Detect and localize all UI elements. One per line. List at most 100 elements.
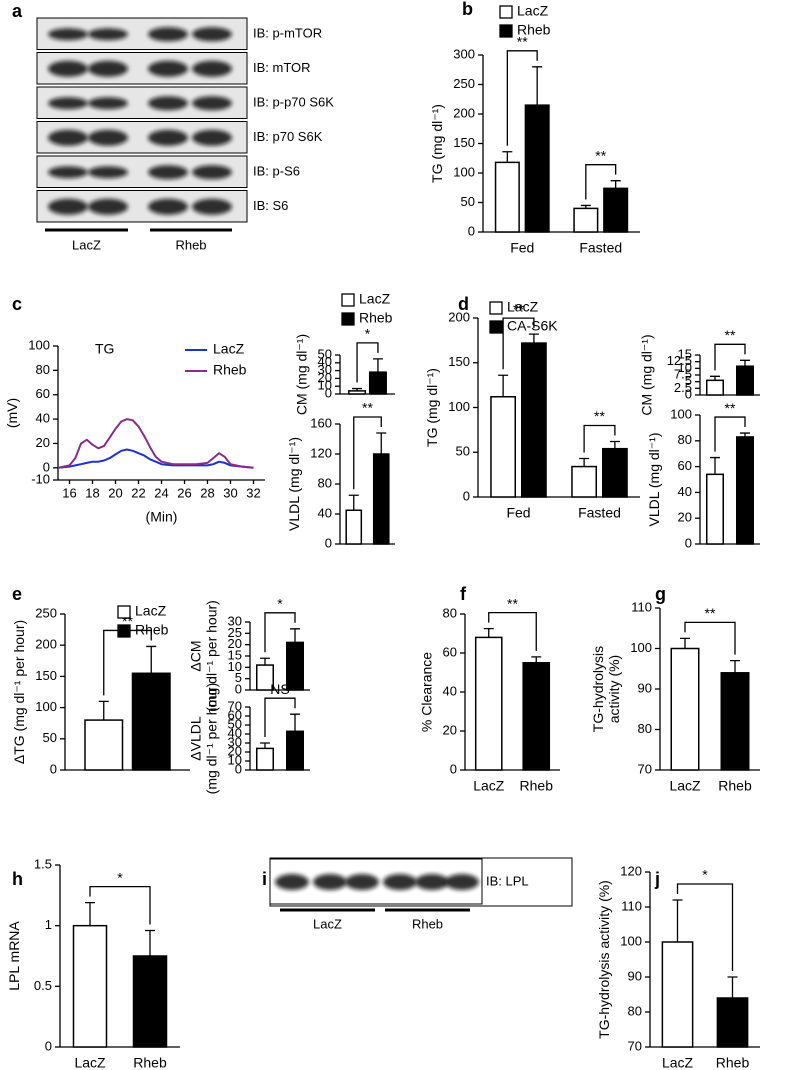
blot-frame [269, 857, 573, 907]
blot-band [48, 129, 88, 146]
bar [494, 161, 520, 233]
y-axis-label: % Clearance [419, 652, 435, 732]
y-tick-label: 200 [35, 637, 57, 652]
y-tick-label: 40 [318, 505, 332, 520]
significance-bracket [488, 611, 537, 651]
error-bar [146, 645, 157, 674]
error-bar [609, 440, 620, 449]
significance-bracket [353, 416, 382, 490]
y-axis-label: TG-hydrolysis [590, 646, 606, 732]
bar [706, 473, 724, 545]
y-tick-label: 120 [310, 445, 332, 460]
blot-label: IB: mTOR [253, 60, 311, 75]
significance-label: ** [725, 400, 736, 416]
error-bar [710, 456, 720, 475]
legend-swatch [499, 24, 513, 38]
y-axis-label: LPL mRNA [6, 921, 22, 991]
x-tick-label: 30 [223, 485, 237, 500]
blot-band [192, 165, 232, 180]
legend-swatch [499, 5, 513, 19]
y-tick-label: 70 [628, 1038, 642, 1053]
y-tick-label: 30 [228, 613, 242, 628]
error-bar [98, 700, 109, 721]
group-label: Rheb [175, 237, 206, 252]
y-tick-label: 20 [228, 636, 242, 651]
legend-label: LacZ [135, 603, 167, 619]
y-tick-label: 80 [638, 721, 652, 736]
blot-band [192, 27, 232, 42]
panel-letter: g [655, 584, 666, 604]
bar [348, 390, 367, 395]
line-series [57, 418, 254, 469]
y-tick-label: 100 [448, 399, 470, 414]
y-axis-label: VLDL (mg dl⁻¹) [286, 437, 302, 531]
y-tick-label: 0 [45, 1038, 52, 1053]
y-tick-label: 0 [50, 761, 57, 776]
y-tick-label: 60 [228, 707, 242, 722]
legend-label: CA-S6K [507, 318, 558, 334]
x-tick-label: Fasted [579, 240, 622, 256]
blot-band [148, 129, 188, 146]
blot-label: IB: LPL [486, 873, 529, 888]
bar [736, 365, 754, 396]
panel-letter: e [12, 584, 22, 604]
error-bar [498, 374, 509, 397]
blot-label: IB: p-S6 [253, 164, 300, 179]
y-axis-label: TG (mg dl⁻¹) [424, 368, 440, 447]
bar [716, 997, 749, 1048]
significance-label: ** [513, 301, 524, 317]
bar [72, 924, 108, 1048]
y-tick-label: 12.5 [667, 353, 692, 368]
y-tick-label: 160 [310, 415, 332, 430]
y-tick-label: 40 [443, 683, 457, 698]
significance-label: * [277, 596, 283, 612]
error-bar [579, 457, 590, 467]
legend-label: LacZ [359, 291, 391, 307]
error-bar [483, 627, 494, 638]
error-bar [502, 151, 513, 163]
y-axis-label: ΔTG (mg dl⁻¹ per hour) [11, 620, 27, 764]
significance-label: * [117, 869, 123, 885]
y-tick-label: 40 [36, 411, 50, 426]
bar [603, 187, 629, 233]
error-bar [260, 657, 270, 666]
y-axis-label: (mg dl⁻¹ per hour) [204, 683, 220, 795]
legend-swatch [341, 312, 355, 326]
bar [736, 436, 754, 545]
y-tick-label: 0 [463, 488, 470, 503]
bar [286, 730, 304, 771]
y-tick-label: 20 [678, 510, 692, 525]
legend-label: Rheb [213, 362, 247, 378]
x-tick-label: Fed [510, 240, 534, 256]
y-tick-label: 10 [318, 378, 332, 393]
error-bar [260, 742, 270, 749]
bar [720, 672, 750, 771]
y-tick-label: 0 [43, 459, 50, 474]
blot-label: IB: S6 [253, 198, 288, 213]
y-tick-label: 250 [35, 605, 57, 620]
blot-label: IB: p-mTOR [253, 26, 322, 41]
y-tick-label: 110 [631, 599, 652, 614]
annotation: TG [95, 341, 114, 357]
significance-bracket [585, 164, 617, 200]
group-label: Rheb [412, 916, 443, 931]
significance-bracket [506, 50, 538, 146]
x-tick-label: LacZ [662, 1055, 694, 1070]
legend-label: LacZ [213, 341, 245, 357]
bar [345, 509, 363, 545]
blot-band [313, 874, 347, 890]
bar [131, 672, 171, 771]
x-tick-label: 26 [177, 485, 191, 500]
blot-band [148, 96, 188, 111]
blot-band [48, 97, 88, 110]
y-tick-label: 20 [318, 370, 332, 385]
y-tick-label: 150 [453, 135, 475, 150]
y-tick-label: 5 [235, 670, 242, 685]
group-label: LacZ [72, 237, 101, 252]
y-tick-label: 150 [35, 668, 57, 683]
legend-label: Rheb [135, 622, 169, 638]
x-axis-label: (Min) [146, 509, 178, 525]
bar [571, 465, 598, 498]
bar [132, 955, 168, 1048]
